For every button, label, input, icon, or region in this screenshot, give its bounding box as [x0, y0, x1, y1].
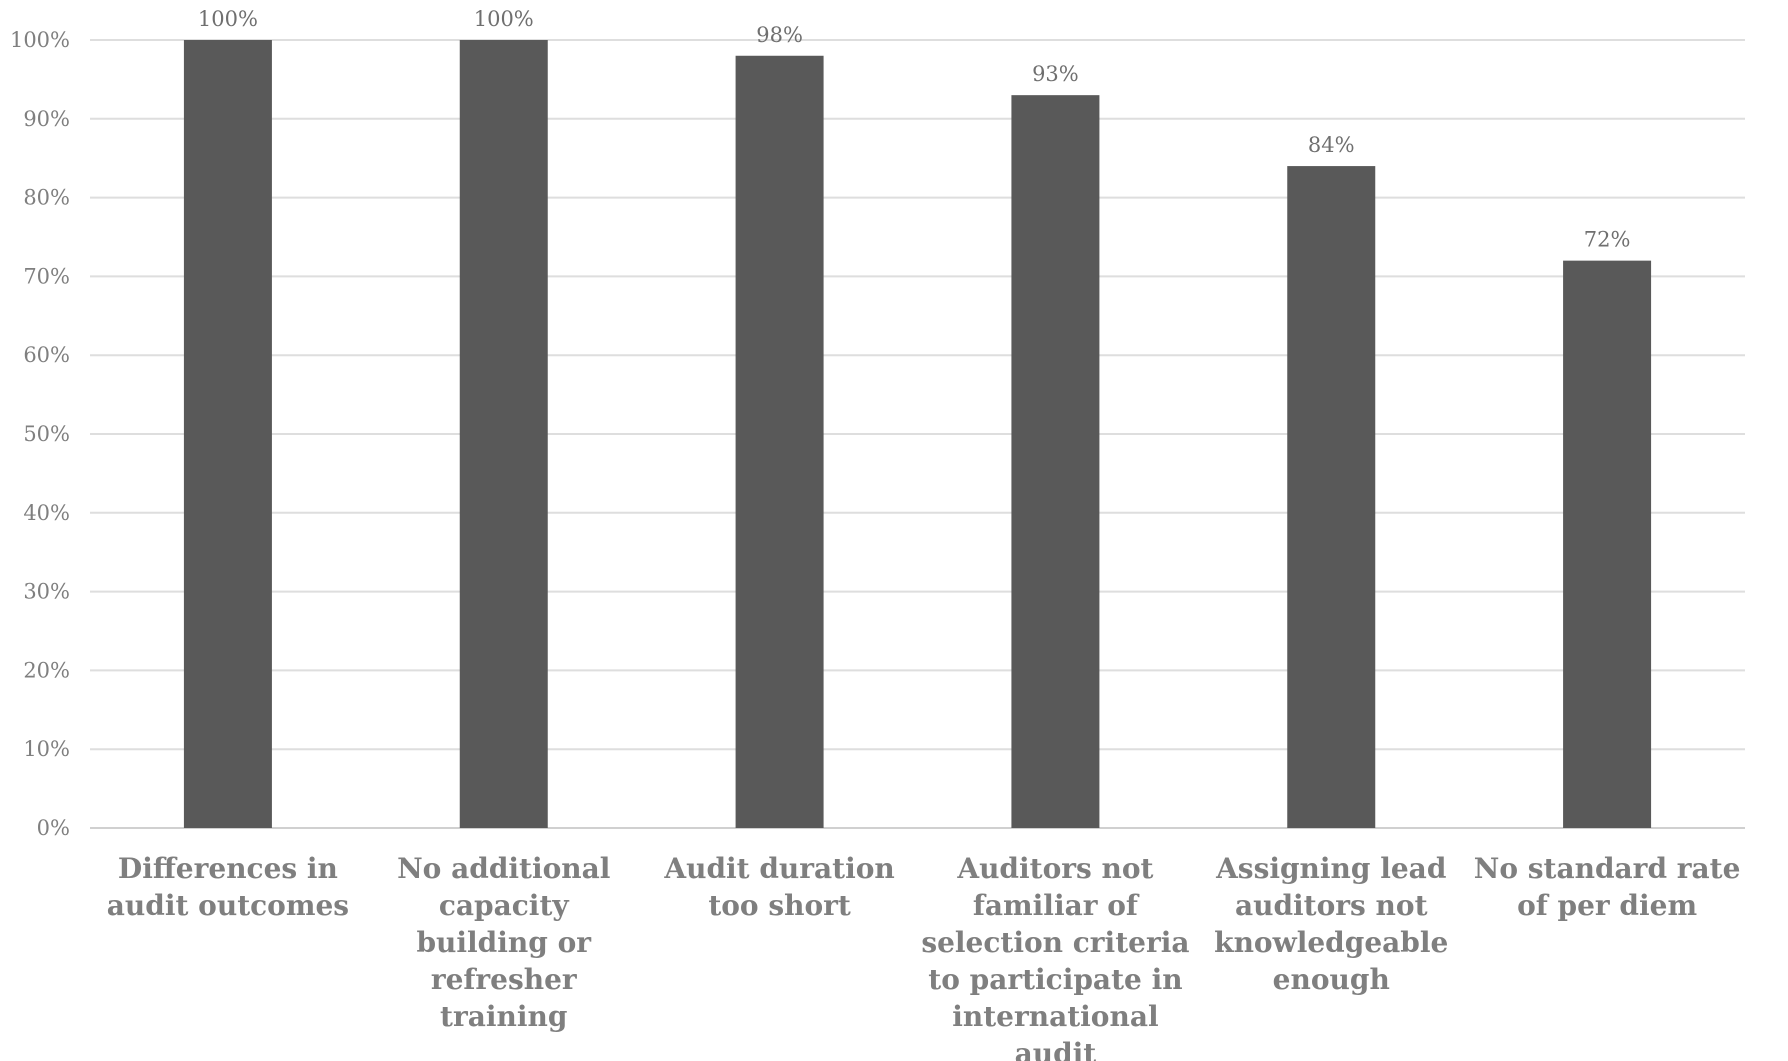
gridlines — [90, 39, 1745, 829]
x-category-label-line: too short — [708, 889, 851, 922]
bar — [183, 40, 272, 828]
bars — [183, 40, 1652, 828]
bar — [735, 55, 824, 828]
x-category-label: Audit duration too short — [663, 852, 894, 922]
x-category-label: Auditors not familiar of selection criteri… — [921, 852, 1189, 1061]
data-label: 100% — [198, 7, 258, 31]
y-tick-label: 90% — [23, 107, 70, 131]
bar — [1563, 260, 1652, 828]
x-category-label-line: international — [952, 1000, 1158, 1033]
bar — [1287, 166, 1376, 828]
bar — [459, 40, 548, 828]
x-axis-categories: Differences in audit outcomes No additiona… — [107, 852, 1741, 1061]
x-category-label: No standard rate of per diem — [1474, 852, 1741, 922]
x-category-label-line: No additional — [397, 852, 610, 885]
x-category-label-line: of per diem — [1517, 889, 1697, 922]
data-label: 84% — [1308, 133, 1355, 157]
y-tick-label: 50% — [23, 422, 70, 446]
y-tick-label: 40% — [23, 501, 70, 525]
x-category-label-line: to participate in — [928, 963, 1182, 996]
x-category-label-line: building or — [416, 926, 592, 959]
y-tick-label: 60% — [23, 343, 70, 367]
y-tick-label: 10% — [23, 737, 70, 761]
x-category-label-line: Assigning lead — [1215, 852, 1446, 885]
x-category-label-line: audit — [1015, 1037, 1097, 1061]
y-axis-ticks: 0% 10% 20% 30% 40% 50% 60% 70% 80% 90% 100% — [10, 28, 70, 840]
x-category-label: No additional capacity building or refreshe… — [397, 852, 610, 1033]
data-label: 98% — [756, 23, 803, 47]
x-category-label: Assigning lead auditors not knowledgeable e… — [1214, 852, 1448, 996]
x-category-label-line: enough — [1273, 963, 1390, 996]
x-category-label-line: capacity — [439, 889, 570, 922]
x-category-label-line: familiar of — [973, 889, 1140, 922]
y-tick-label: 100% — [10, 28, 70, 52]
y-tick-label: 70% — [23, 264, 70, 288]
x-category-label-line: Differences in — [118, 852, 338, 885]
x-category-label-line: refresher — [431, 963, 578, 996]
bar — [1011, 95, 1100, 828]
y-tick-label: 20% — [23, 658, 70, 682]
x-category-label-line: Auditors not — [956, 852, 1153, 885]
y-tick-label: 30% — [23, 580, 70, 604]
x-category-label: Differences in audit outcomes — [107, 852, 349, 922]
x-category-label-line: Audit duration — [663, 852, 894, 885]
y-tick-label: 80% — [23, 186, 70, 210]
data-label: 100% — [474, 7, 534, 31]
data-label: 72% — [1584, 228, 1631, 252]
data-label: 93% — [1032, 62, 1079, 86]
x-category-label-line: No standard rate — [1474, 852, 1741, 885]
x-category-label-line: audit outcomes — [107, 889, 349, 922]
x-category-label-line: knowledgeable — [1214, 926, 1448, 959]
data-labels: 100% 100% 98% 93% 84% 72% — [198, 7, 1631, 252]
x-category-label-line: auditors not — [1235, 889, 1428, 922]
x-category-label-line: selection criteria — [921, 926, 1189, 959]
x-category-label-line: training — [440, 1000, 567, 1033]
y-tick-label: 0% — [37, 816, 70, 840]
